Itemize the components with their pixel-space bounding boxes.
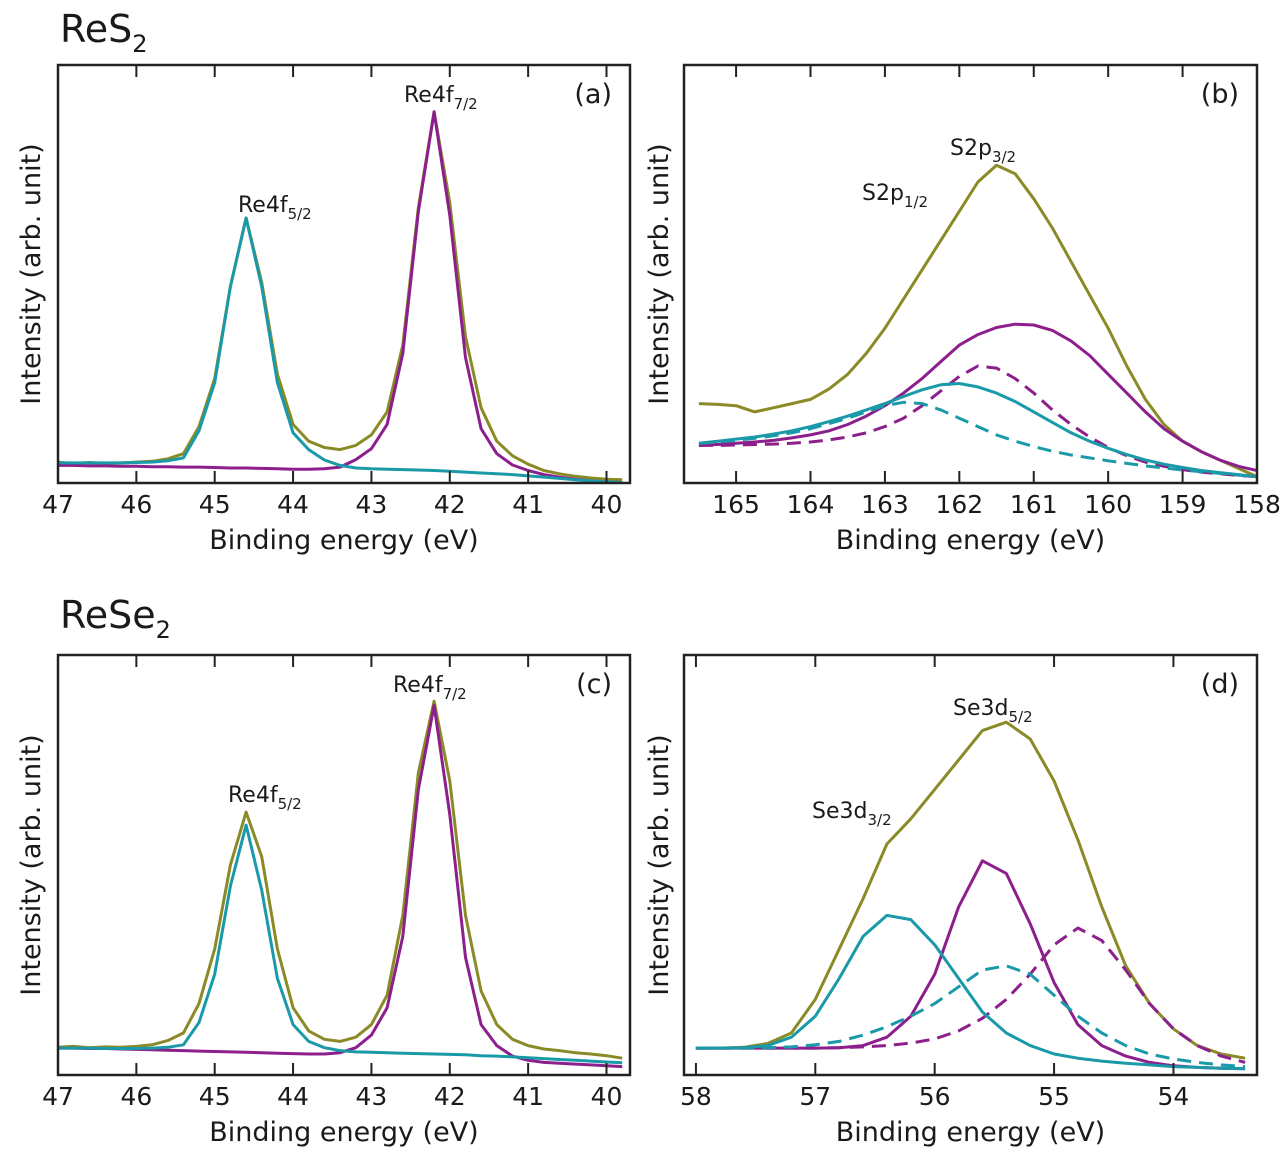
- peak-label-sub: 3/2: [992, 148, 1016, 166]
- peak-label: Se3d3/2: [812, 799, 892, 829]
- x-tick-label: 46: [120, 490, 152, 519]
- peak-label-sub: 7/2: [454, 95, 478, 113]
- x-tick-label: 47: [42, 1082, 74, 1111]
- plot-area: [58, 699, 623, 1069]
- x-tick-label: 54: [1158, 1082, 1190, 1111]
- x-tick-label: 158: [1233, 490, 1280, 519]
- panel-label: (a): [574, 79, 612, 110]
- peak-label-main: Re4f: [404, 83, 455, 108]
- x-tick-label: 45: [199, 490, 231, 519]
- peak-label-sub: 5/2: [1008, 708, 1032, 726]
- plot-area: [698, 163, 1257, 479]
- x-tick-label: 58: [680, 1082, 712, 1111]
- x-tick-label: 55: [1038, 1082, 1070, 1111]
- x-axis-label: Binding energy (eV): [836, 1117, 1105, 1148]
- peak-label: Re4f7/2: [393, 673, 467, 703]
- x-tick-label: 160: [1084, 490, 1132, 519]
- x-tick-label: 43: [356, 1082, 388, 1111]
- y-axis-label: Intensity (arb. unit): [644, 143, 675, 404]
- peak-label-main: S2p: [950, 136, 992, 161]
- x-tick-label: 57: [799, 1082, 831, 1111]
- curve: [58, 823, 623, 1065]
- panel-label: (c): [576, 669, 612, 700]
- curve: [58, 216, 623, 483]
- section-title-main: ReS: [60, 7, 132, 51]
- x-axis-label: Binding energy (eV): [209, 525, 478, 556]
- x-tick-label: 46: [120, 1082, 152, 1111]
- x-axis-label: Binding energy (eV): [209, 1117, 478, 1148]
- peak-label-main: Re4f: [393, 673, 444, 698]
- panel-label: (b): [1201, 79, 1239, 110]
- peak-label-main: Re4f: [228, 783, 279, 808]
- peak-label-main: Se3d: [812, 799, 867, 824]
- peak-label: Se3d5/2: [953, 696, 1033, 726]
- curve: [695, 913, 1246, 1071]
- x-tick-label: 42: [434, 490, 466, 519]
- x-tick-label: 47: [42, 490, 74, 519]
- section-title: ReSe2: [60, 593, 171, 644]
- plot-frame: [682, 63, 1259, 485]
- y-axis-label: Intensity (arb. unit): [16, 734, 47, 995]
- x-tick-label: 41: [512, 1082, 544, 1111]
- x-tick-label: 165: [712, 490, 760, 519]
- dashed-curve: [695, 964, 1246, 1069]
- peak-label-main: Se3d: [953, 696, 1008, 721]
- x-tick-label: 161: [1010, 490, 1058, 519]
- x-tick-label: 40: [591, 1082, 623, 1111]
- section-title: ReS2: [60, 7, 147, 58]
- peak-label: S2p3/2: [950, 136, 1016, 166]
- x-tick-label: 41: [512, 490, 544, 519]
- peak-label-sub: 5/2: [278, 795, 302, 813]
- plot-area: [58, 110, 623, 483]
- x-tick-label: 163: [861, 490, 909, 519]
- peak-label-sub: 1/2: [904, 193, 928, 211]
- curve: [58, 110, 623, 483]
- section-title-sub: 2: [156, 616, 171, 644]
- x-tick-label: 42: [434, 1082, 466, 1111]
- section-title-main: ReSe: [60, 593, 156, 637]
- plot-frame: [682, 653, 1259, 1077]
- peak-label-sub: 7/2: [443, 685, 467, 703]
- peak-label-main: Re4f: [238, 193, 289, 218]
- curve: [695, 720, 1246, 1060]
- peak-label-main: S2p: [862, 181, 904, 206]
- x-axis-label: Binding energy (eV): [836, 525, 1105, 556]
- peak-label-sub: 3/2: [867, 811, 891, 829]
- curve: [698, 322, 1257, 472]
- curve: [698, 382, 1257, 479]
- peak-label-sub: 5/2: [288, 205, 312, 223]
- x-tick-label: 159: [1159, 490, 1207, 519]
- peak-label: S2p1/2: [862, 181, 928, 211]
- plot-frame: [56, 63, 632, 485]
- y-axis-label: Intensity (arb. unit): [16, 143, 47, 404]
- x-tick-label: 44: [277, 1082, 309, 1111]
- plot-area: [695, 720, 1246, 1071]
- panel-label: (d): [1201, 669, 1239, 700]
- y-axis-label: Intensity (arb. unit): [644, 734, 675, 995]
- dashed-curve: [698, 364, 1257, 479]
- x-tick-label: 40: [591, 490, 623, 519]
- section-title-sub: 2: [132, 30, 147, 58]
- peak-label: Re4f5/2: [228, 783, 302, 813]
- peak-label: Re4f7/2: [404, 83, 478, 113]
- x-tick-label: 56: [919, 1082, 951, 1111]
- x-tick-label: 164: [787, 490, 835, 519]
- peak-label: Re4f5/2: [238, 193, 312, 223]
- curve: [698, 163, 1257, 479]
- dashed-curve: [698, 400, 1257, 479]
- x-tick-label: 44: [277, 490, 309, 519]
- x-tick-label: 45: [199, 1082, 231, 1111]
- x-tick-label: 43: [356, 490, 388, 519]
- curve: [58, 699, 623, 1060]
- curve: [58, 110, 623, 482]
- x-tick-label: 162: [935, 490, 983, 519]
- plot-frame: [56, 653, 632, 1077]
- curve: [58, 703, 623, 1069]
